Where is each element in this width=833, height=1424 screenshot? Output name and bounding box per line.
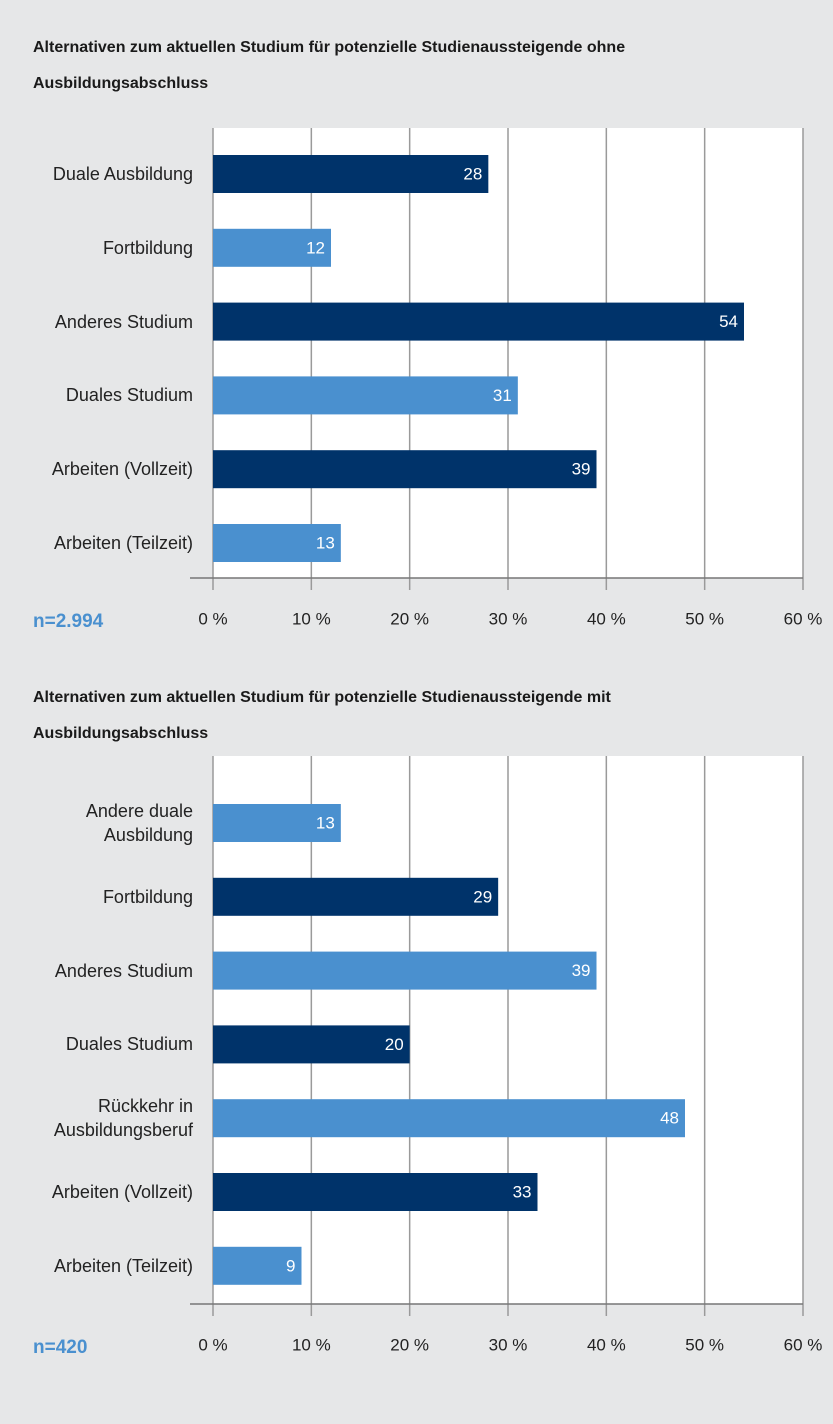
category-label: Fortbildung — [102, 886, 193, 907]
x-tick-label: 10 % — [292, 609, 331, 628]
sample-size: n=420 — [33, 1337, 88, 1358]
x-tick-label: 0 % — [198, 609, 227, 628]
bar — [213, 1025, 410, 1064]
bar — [213, 1099, 685, 1138]
value-label: 39 — [572, 961, 591, 980]
category-label: Fortbildung — [102, 237, 193, 258]
x-tick-label: 10 % — [292, 1335, 331, 1354]
category-label: Arbeiten (Teilzeit) — [53, 533, 193, 553]
bar — [213, 524, 341, 562]
x-tick-label: 30 % — [489, 1335, 528, 1354]
bar — [213, 228, 331, 267]
category-label: Andere duale Ausbildung — [85, 801, 193, 845]
category-label: Duales Studium — [65, 385, 193, 406]
value-label: 9 — [286, 1256, 295, 1275]
value-label: 39 — [572, 460, 591, 479]
value-label: 13 — [316, 533, 335, 552]
category-label: Arbeiten (Vollzeit) — [51, 1182, 193, 1202]
value-label: 28 — [463, 164, 482, 183]
category-label: Anderes Studium — [54, 960, 193, 981]
bar — [213, 155, 489, 193]
bar — [213, 1173, 538, 1211]
x-tick-label: 50 % — [685, 609, 724, 628]
category-label: Arbeiten (Vollzeit) — [51, 459, 193, 480]
category-label: Anderes Studium — [54, 311, 193, 332]
value-label: 12 — [306, 238, 325, 257]
category-label: Duales Studium — [65, 1034, 193, 1055]
x-tick-label: 60 % — [784, 1335, 823, 1354]
category-label: Duale Ausbildung — [52, 164, 193, 184]
value-label: 33 — [513, 1182, 532, 1201]
x-tick-label: 20 % — [390, 609, 429, 628]
x-tick-label: 50 % — [685, 1335, 724, 1354]
bar — [213, 877, 499, 916]
chart-title: Alternativen zum aktuellen Studium für p… — [33, 689, 611, 742]
x-tick-label: 30 % — [489, 609, 528, 628]
value-label: 54 — [719, 312, 738, 331]
category-label: Rückkehr in Ausbildungsberuf — [53, 1096, 193, 1141]
bar — [213, 951, 597, 990]
x-tick-label: 20 % — [390, 1335, 429, 1354]
value-label: 29 — [473, 887, 492, 906]
value-label: 48 — [660, 1109, 679, 1128]
bar — [213, 302, 744, 341]
bar — [213, 1246, 302, 1285]
value-label: 13 — [316, 813, 335, 832]
x-tick-label: 0 % — [198, 1335, 227, 1354]
value-label: 20 — [385, 1035, 404, 1054]
sample-size: n=2.994 — [33, 611, 104, 632]
bar — [213, 450, 597, 489]
value-label: 31 — [493, 386, 512, 405]
x-tick-label: 60 % — [784, 609, 823, 628]
x-tick-label: 40 % — [587, 1335, 626, 1354]
x-tick-label: 40 % — [587, 609, 626, 628]
category-label: Arbeiten (Teilzeit) — [53, 1255, 193, 1276]
bar — [213, 376, 518, 415]
chart-title: Alternativen zum aktuellen Studium für p… — [33, 39, 626, 92]
bar — [213, 804, 341, 842]
